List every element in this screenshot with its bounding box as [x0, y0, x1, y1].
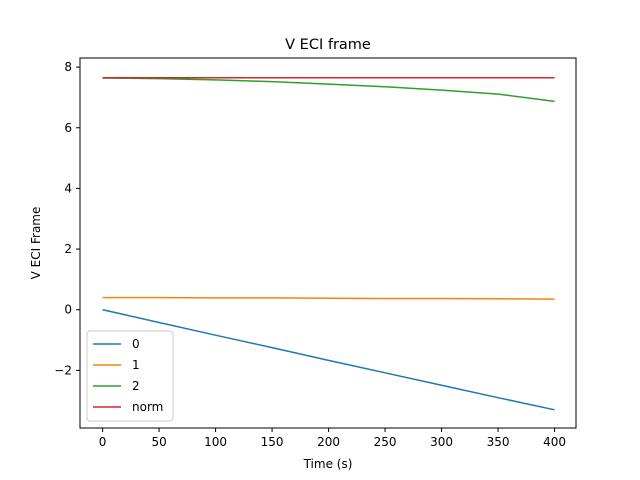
legend-label: 2	[132, 379, 140, 393]
x-tick-label: 250	[374, 435, 397, 449]
x-tick-label: 400	[543, 435, 566, 449]
series-layer	[102, 76, 555, 411]
legend-label: 0	[132, 337, 140, 351]
legend-label: norm	[132, 400, 163, 414]
chart-title: V ECI frame	[285, 37, 371, 53]
plot-frame	[79, 57, 577, 429]
x-tick-label: 100	[204, 435, 227, 449]
series-line-0	[102, 308, 555, 411]
x-tick-label: 50	[151, 435, 166, 449]
y-axis: −2 0 2 4 6 8	[54, 60, 80, 377]
y-tick-label: 4	[64, 181, 72, 195]
legend-box	[86, 330, 174, 422]
legend: 0 1 2 norm	[86, 330, 174, 422]
x-tick-label: 200	[317, 435, 340, 449]
y-axis-label: V ECI Frame	[29, 207, 43, 280]
x-axis-label: Time (s)	[303, 457, 353, 471]
x-tick-label: 150	[261, 435, 284, 449]
x-axis: 0 50 100 150 200 250 300 350 400	[99, 428, 566, 449]
series-line-2	[102, 77, 555, 103]
y-tick-label: 8	[64, 60, 72, 74]
y-tick-label: 6	[64, 121, 72, 135]
y-tick-label: 0	[64, 303, 72, 317]
x-tick-label: 350	[487, 435, 510, 449]
series-line-1	[102, 296, 555, 300]
x-tick-label: 300	[430, 435, 453, 449]
x-tick-label: 0	[99, 435, 107, 449]
legend-label: 1	[132, 358, 140, 372]
y-tick-label: −2	[54, 363, 72, 377]
y-tick-label: 2	[64, 242, 72, 256]
